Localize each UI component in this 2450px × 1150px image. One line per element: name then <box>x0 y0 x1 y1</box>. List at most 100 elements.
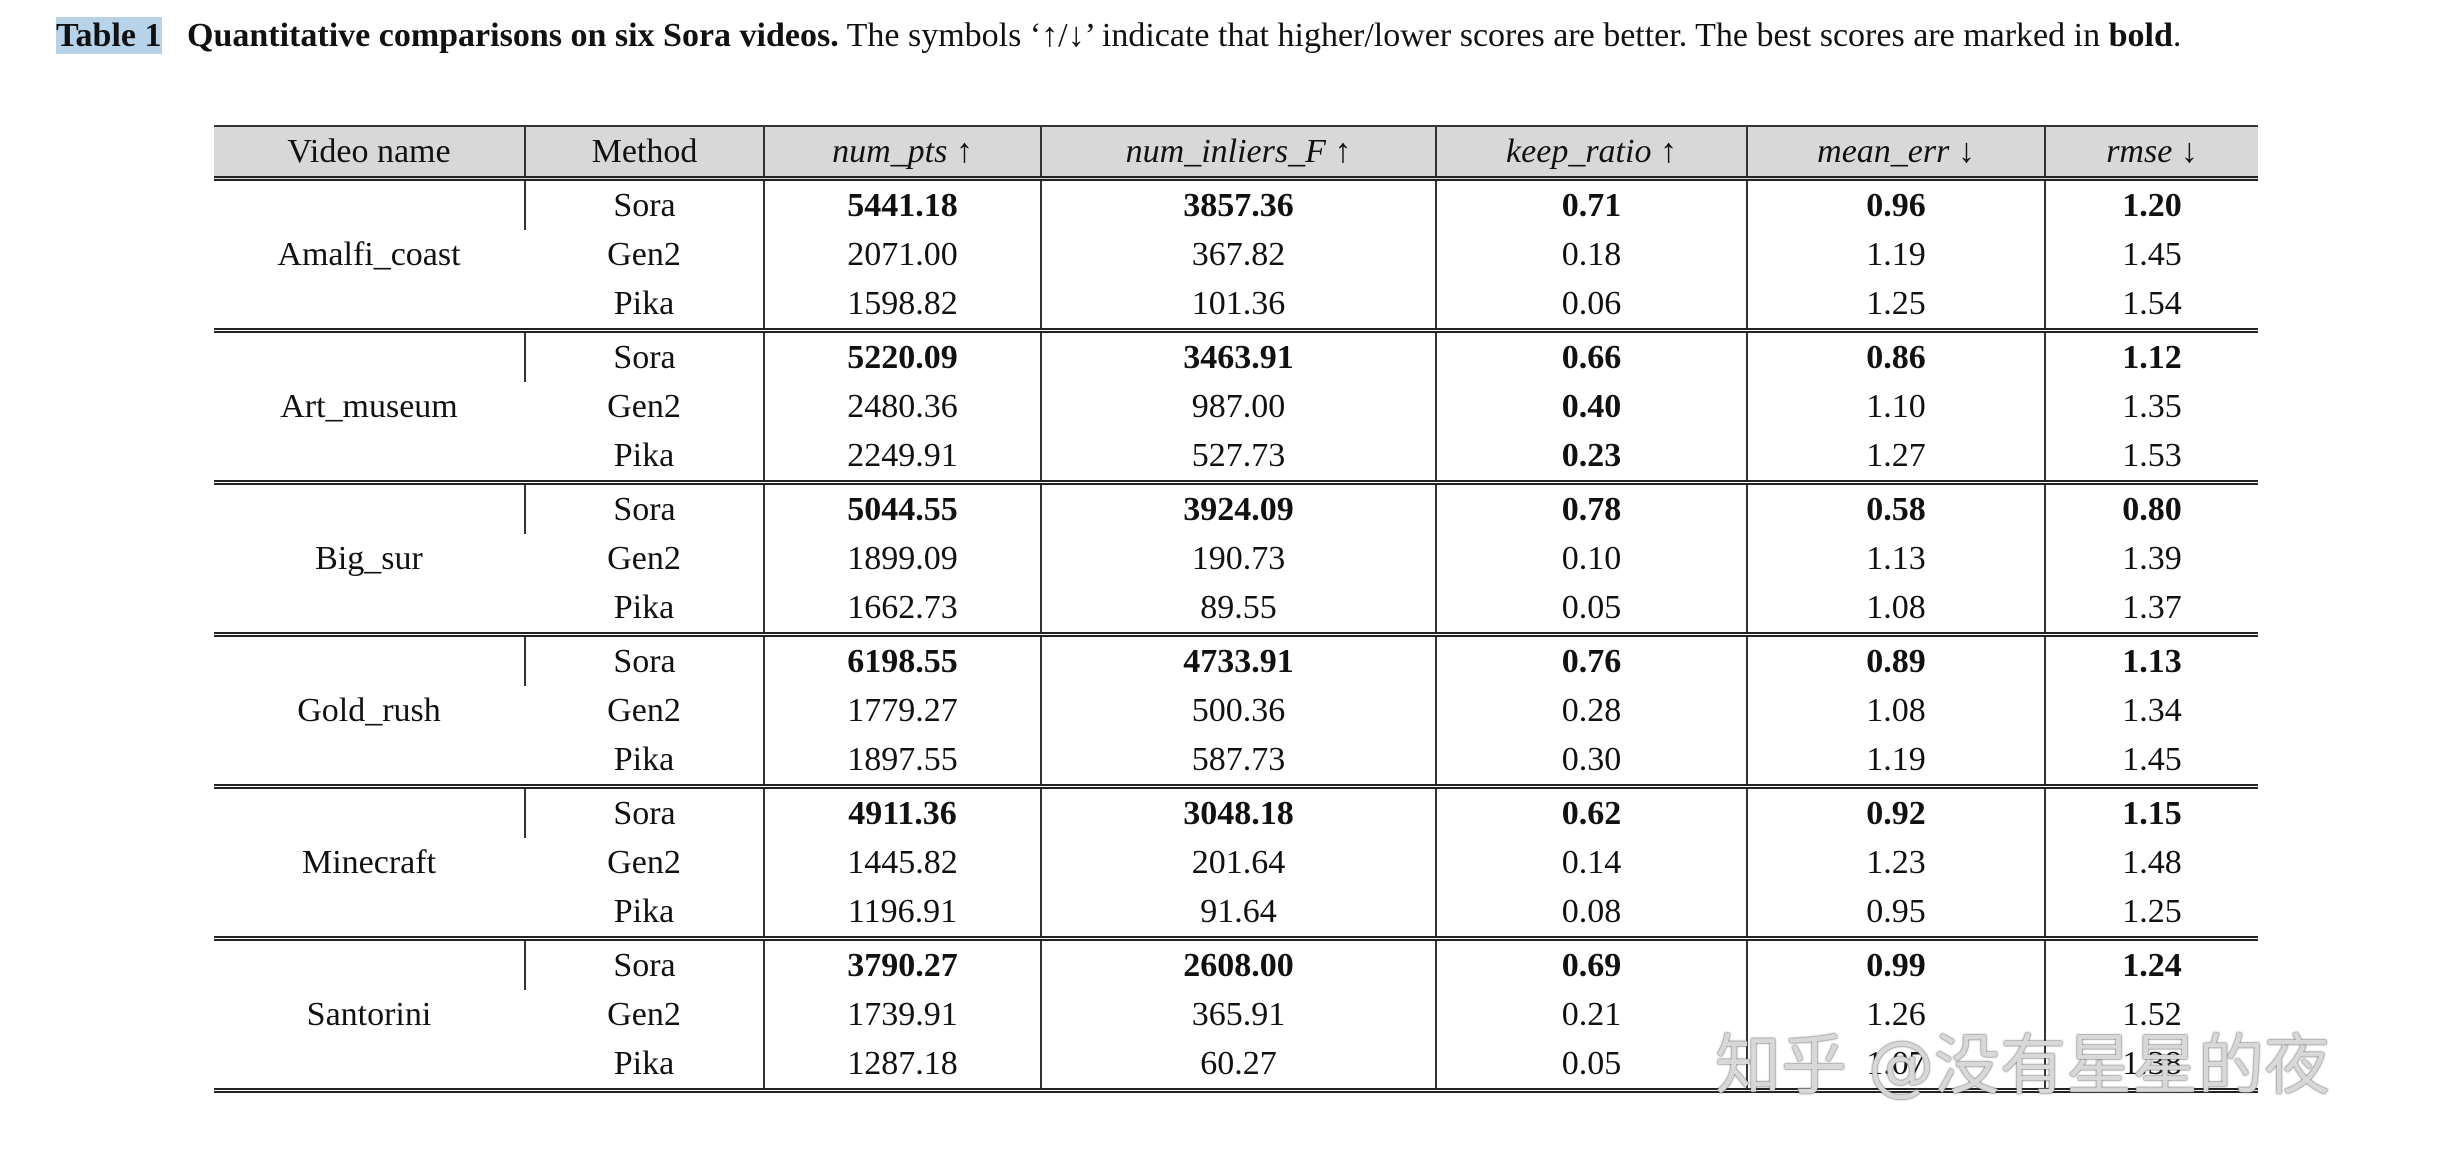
header-cell: Method <box>524 125 764 179</box>
score: 1.20 <box>2044 176 2258 230</box>
score: 91.64 <box>1040 887 1436 939</box>
header-cell: Video name <box>214 125 525 179</box>
score: 60.27 <box>1040 1039 1436 1093</box>
score: 1.39 <box>2044 534 2258 583</box>
score: 1.45 <box>2044 735 2258 787</box>
score: 500.36 <box>1040 686 1436 735</box>
score: 1.19 <box>1746 230 2045 279</box>
score: 0.92 <box>1746 784 2045 838</box>
method: Pika <box>613 740 675 778</box>
score: 0.96 <box>1746 176 2045 230</box>
table-row: Gen2 1739.91 365.91 0.21 1.26 1.52 <box>214 990 2258 1039</box>
method: Gen2 <box>607 539 681 577</box>
table-row: Gen2 1445.82 201.64 0.14 1.23 1.48 <box>214 838 2258 887</box>
score: 0.66 <box>1435 328 1747 382</box>
score: 1598.82 <box>763 279 1041 331</box>
score: 0.40 <box>1435 382 1747 431</box>
score: 0.18 <box>1435 230 1747 279</box>
table-row: Pika 1897.55 587.73 0.30 1.19 1.45 <box>214 735 2258 787</box>
table-row: Gen2 1899.09 190.73 0.10 1.13 1.39 <box>214 534 2258 583</box>
method: Sora <box>524 632 764 686</box>
table-row: Big_sur Sora 5044.55 3924.09 0.78 0.58 0.80 <box>214 480 2258 635</box>
score: 1.34 <box>2044 686 2258 735</box>
score: 1.48 <box>2044 838 2258 887</box>
table-row: Pika 1287.18 60.27 0.05 1.07 1.38 <box>214 1039 2258 1093</box>
score: 1662.73 <box>763 583 1041 635</box>
table-row: Gold_rush Sora 6198.55 4733.91 0.76 0.89 1.13 <box>214 632 2258 787</box>
watermark: 知乎 @没有星星的夜 <box>1715 1027 2330 1104</box>
score: 0.06 <box>1435 279 1747 331</box>
table-row: Gen2 2071.00 367.82 0.18 1.19 1.45 <box>214 230 2258 279</box>
table-row: Gen2 2480.36 987.00 0.40 1.10 1.35 <box>214 382 2258 431</box>
header-cell: num_pts ↑ <box>763 125 1041 179</box>
score: 1.23 <box>1746 838 2045 887</box>
method: Gen2 <box>607 995 681 1033</box>
table-row: Pika 1598.82 101.36 0.06 1.25 1.54 <box>214 279 2258 331</box>
score: 0.89 <box>1746 632 2045 686</box>
method: Gen2 <box>607 843 681 881</box>
score: 1.08 <box>1746 583 2045 635</box>
score: 1.53 <box>2044 431 2258 483</box>
score: 1.24 <box>2044 936 2258 990</box>
score: 0.28 <box>1435 686 1747 735</box>
score: 0.05 <box>1435 583 1747 635</box>
score: 0.86 <box>1746 328 2045 382</box>
results-table: Video name Method num_pts ↑ num_inliers_F ↑… <box>214 125 2258 1093</box>
method: Sora <box>524 328 764 382</box>
score: 1.07 <box>1746 1039 2045 1093</box>
caption-bold-word: bold <box>2108 17 2173 54</box>
method: Pika <box>525 1039 764 1093</box>
method: Gen2 <box>607 387 681 425</box>
score: 587.73 <box>1040 735 1436 787</box>
score: 1.10 <box>1746 382 2045 431</box>
method: Gen2 <box>607 235 681 273</box>
score: 0.10 <box>1435 534 1747 583</box>
video-name: Minecraft <box>214 784 525 939</box>
score: 0.08 <box>1435 887 1747 939</box>
score: 1739.91 <box>763 990 1041 1039</box>
method: Sora <box>524 936 764 990</box>
score: 4733.91 <box>1040 632 1436 686</box>
score: 0.21 <box>1435 990 1747 1039</box>
score: 1.12 <box>2044 328 2258 382</box>
header-cell: rmse ↓ <box>2044 125 2258 179</box>
score: 5220.09 <box>763 328 1041 382</box>
score: 1196.91 <box>763 887 1041 939</box>
score: 3048.18 <box>1040 784 1436 838</box>
header-cell: mean_err ↓ <box>1746 125 2045 179</box>
score: 3924.09 <box>1040 480 1436 534</box>
score: 1287.18 <box>763 1039 1041 1093</box>
score: 3857.36 <box>1040 176 1436 230</box>
score: 1.13 <box>2044 632 2258 686</box>
caption-label: Table 1 <box>56 17 162 54</box>
video-name: Gold_rush <box>214 632 525 787</box>
table-row: Pika 1196.91 91.64 0.08 0.95 1.25 <box>214 887 2258 939</box>
score: 0.80 <box>2044 480 2258 534</box>
score: 190.73 <box>1040 534 1436 583</box>
score: 1.08 <box>1746 686 2045 735</box>
table-row: Amalfi_coast Sora 5441.18 3857.36 0.71 0.96 1.… <box>214 176 2258 331</box>
score: 5044.55 <box>763 480 1041 534</box>
method: Sora <box>524 480 764 534</box>
score: 1.35 <box>2044 382 2258 431</box>
method: Sora <box>524 176 764 230</box>
score: 1.19 <box>1746 735 2045 787</box>
score: 0.71 <box>1435 176 1747 230</box>
score: 1.26 <box>1746 990 2045 1039</box>
header-cell: num_inliers_F ↑ <box>1040 125 1436 179</box>
score: 1.27 <box>1746 431 2045 483</box>
score: 0.58 <box>1746 480 2045 534</box>
video-name: Big_sur <box>214 480 525 635</box>
score: 365.91 <box>1040 990 1436 1039</box>
score: 0.30 <box>1435 735 1747 787</box>
score: 0.78 <box>1435 480 1747 534</box>
method: Pika <box>613 436 675 474</box>
video-name: Art_museum <box>214 328 525 483</box>
score: 5441.18 <box>763 176 1041 230</box>
score: 1.54 <box>2044 279 2258 331</box>
caption-end: . <box>2172 17 2182 54</box>
score: 2249.91 <box>763 431 1041 483</box>
score: 1.15 <box>2044 784 2258 838</box>
score: 367.82 <box>1040 230 1436 279</box>
